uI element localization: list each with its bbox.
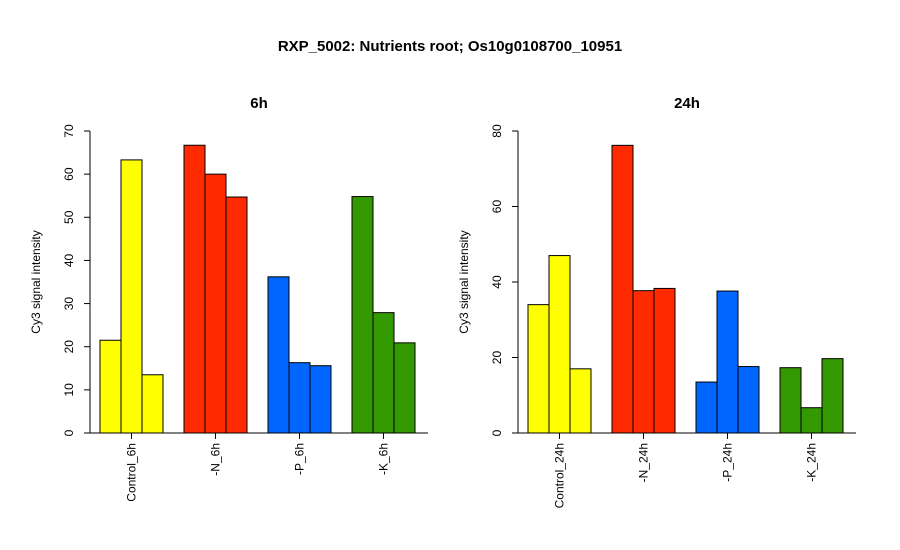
y-tick-label-60: 60 (62, 167, 76, 181)
bar--N_24h-2 (632, 290, 655, 434)
y-tick-label-0: 0 (490, 429, 504, 436)
bar--N_6h-3 (225, 196, 248, 434)
y-axis-label: Cy3 signal intensity (457, 230, 471, 333)
y-tick-label-60: 60 (490, 200, 504, 214)
bar--P_24h-2 (716, 290, 739, 434)
bar-Control_24h-3 (569, 368, 592, 434)
bar--N_24h-1 (611, 144, 634, 434)
bar--N_6h-1 (183, 144, 206, 434)
x-tick-label--P_24h: -P_24h (721, 443, 735, 482)
x-tick-label--N_6h: -N_6h (209, 443, 223, 476)
bar--K_6h-2 (372, 312, 395, 434)
x-tick-label--P_6h: -P_6h (293, 443, 307, 475)
bar-Control_6h-1 (99, 339, 122, 434)
chart-title: RXP_5002: Nutrients root; Os10g0108700_1… (277, 38, 623, 55)
bar--N_6h-2 (204, 173, 227, 434)
bar--K_6h-1 (351, 196, 374, 434)
bar-Control_6h-2 (120, 159, 143, 434)
bar--P_6h-1 (267, 276, 290, 434)
bar-Control_6h-3 (141, 374, 164, 434)
x-tick-label--K_6h: -K_6h (377, 443, 391, 475)
panel-title-6h: 6h (250, 95, 268, 112)
bar--P_24h-1 (695, 381, 718, 434)
y-tick-label-20: 20 (490, 351, 504, 365)
y-tick-label-30: 30 (62, 297, 76, 311)
bar-Control_24h-1 (527, 304, 550, 434)
y-tick-label-40: 40 (62, 253, 76, 267)
bar--K_24h-2 (800, 407, 823, 434)
x-tick-label--N_24h: -N_24h (637, 443, 651, 482)
y-axis-label: Cy3 signal intensity (29, 230, 43, 333)
x-tick-label-Control_24h: Control_24h (553, 443, 567, 508)
bar--P_24h-3 (737, 366, 760, 434)
y-tick-label-20: 20 (62, 340, 76, 354)
y-tick-label-50: 50 (62, 210, 76, 224)
bar--N_24h-3 (653, 287, 676, 434)
bar--P_6h-2 (288, 362, 311, 434)
bar--K_6h-3 (393, 342, 416, 434)
y-tick-label-80: 80 (490, 124, 504, 138)
y-tick-label-10: 10 (62, 383, 76, 397)
panel-title-24h: 24h (674, 95, 700, 112)
bar--K_24h-1 (779, 367, 802, 434)
x-tick-label-Control_6h: Control_6h (125, 443, 139, 502)
bar-Control_24h-2 (548, 255, 571, 434)
bar--K_24h-3 (821, 358, 844, 434)
y-tick-label-40: 40 (490, 275, 504, 289)
x-tick-label--K_24h: -K_24h (805, 443, 819, 482)
y-tick-label-0: 0 (62, 429, 76, 436)
bar--P_6h-3 (309, 365, 332, 434)
y-tick-label-70: 70 (62, 124, 76, 138)
